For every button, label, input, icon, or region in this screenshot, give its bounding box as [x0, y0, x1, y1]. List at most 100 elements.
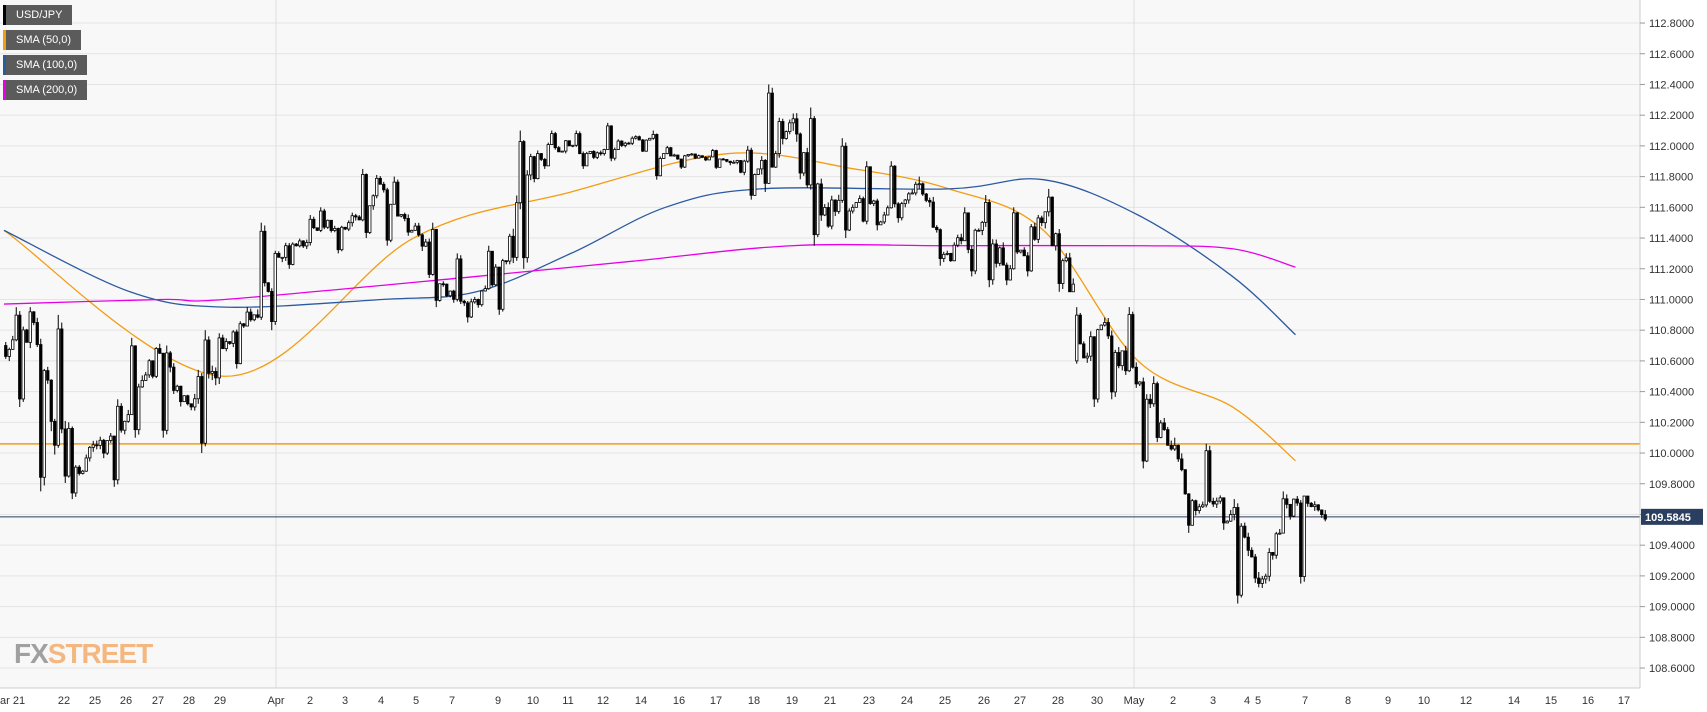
candle	[1141, 377, 1145, 469]
candle-body-up	[980, 221, 984, 231]
candle-body-down	[861, 198, 865, 222]
y-axis: 108.6000 108.8000 109.0000 109.2000 109.4000…	[1640, 18, 1695, 675]
candle-body-down	[1057, 233, 1061, 284]
candle	[7, 347, 11, 362]
candle-body-down	[833, 199, 837, 212]
candle-body-down	[420, 234, 424, 247]
candle	[693, 153, 697, 160]
candle-body-up	[518, 141, 522, 204]
candle-body-up	[952, 244, 956, 262]
x-tick-label: 3	[1210, 695, 1216, 707]
candle-body-up	[732, 161, 736, 164]
candle-body-down	[1180, 458, 1184, 471]
candle-body-up	[742, 160, 746, 173]
y-tick-label: 110.2000	[1649, 417, 1694, 429]
candle-body-up	[711, 150, 715, 158]
x-tick-label: 21	[824, 695, 836, 707]
candle	[1239, 523, 1243, 598]
candle	[112, 435, 116, 487]
candle-body-down	[844, 145, 848, 231]
candle-body-up	[375, 177, 379, 197]
candle-body-down	[95, 444, 99, 447]
candle-body-up	[123, 420, 127, 431]
candle	[4, 342, 8, 359]
candle-body-up	[1260, 578, 1264, 584]
candle	[1211, 497, 1215, 507]
legend-item-sma200[interactable]: SMA (200,0)	[3, 80, 88, 100]
candle-body-up	[1278, 532, 1282, 535]
candle	[991, 239, 995, 285]
candle-body-up	[665, 147, 669, 154]
candle-body-up	[350, 215, 354, 224]
candle-body-up	[1064, 257, 1068, 262]
candle	[606, 122, 610, 150]
candle-body-up	[392, 181, 396, 205]
candle-body-up	[998, 247, 1002, 264]
candle-body-up	[494, 266, 498, 286]
candle	[525, 170, 529, 263]
candle-body-up	[1302, 495, 1306, 577]
candle-body-up	[525, 174, 529, 259]
candle	[1155, 381, 1159, 443]
x-tick-label: 28	[183, 695, 195, 707]
candle-body-down	[466, 302, 470, 318]
candle	[179, 385, 183, 407]
candle-body-down	[1106, 322, 1110, 337]
candle	[1022, 247, 1026, 257]
candle	[473, 296, 477, 304]
candle	[487, 245, 491, 290]
candle	[1267, 548, 1271, 582]
candle-body-down	[1250, 549, 1254, 558]
legend-item-sma50[interactable]: SMA (50,0)	[3, 30, 82, 50]
candle-body-up	[130, 345, 134, 416]
candle-body-down	[1257, 577, 1261, 584]
candle-body-up	[238, 323, 242, 365]
x-tick-label: 12	[597, 695, 609, 707]
candle-body-down	[168, 352, 172, 368]
candle	[781, 118, 785, 145]
candle-body-down	[1288, 503, 1292, 517]
candle-body-down	[287, 245, 291, 265]
candle-body-up	[280, 256, 284, 259]
candle	[105, 440, 109, 456]
candle-body-up	[1120, 350, 1124, 367]
candle-body-up	[1054, 233, 1058, 247]
candle-body-up	[399, 214, 403, 217]
candle	[522, 140, 526, 269]
candle	[371, 194, 375, 210]
candle-body-down	[924, 193, 928, 201]
candle-body-up	[1239, 525, 1243, 596]
candle	[893, 165, 897, 208]
candle-body-up	[623, 142, 627, 146]
candle-body-up	[560, 150, 564, 153]
candle	[658, 156, 662, 177]
candle	[203, 330, 207, 447]
candle-body-up	[1019, 249, 1023, 253]
candle	[1257, 572, 1261, 588]
y-tick-label: 108.8000	[1649, 632, 1695, 644]
candle-body-up	[882, 214, 886, 223]
candle-body-up	[648, 137, 652, 141]
candle	[280, 256, 284, 263]
candle-body-down	[1320, 509, 1324, 516]
candle	[305, 239, 309, 250]
y-tick-label: 108.6000	[1649, 663, 1695, 675]
candle-body-up	[718, 158, 722, 168]
candle-body-up	[686, 154, 690, 157]
candle	[25, 328, 29, 343]
legend-item-usdjpy[interactable]: USD/JPY	[3, 5, 73, 25]
y-tick-label: 112.0000	[1649, 141, 1694, 153]
x-tick-label: 5	[413, 695, 419, 707]
candle-body-up	[784, 131, 788, 139]
candle-body-down	[441, 283, 445, 286]
candle	[564, 140, 568, 154]
candle	[1092, 336, 1096, 407]
candle	[270, 288, 274, 331]
candle-body-down	[158, 348, 162, 354]
legend-item-sma100[interactable]: SMA (100,0)	[3, 55, 88, 75]
x-tick-label: Apr	[267, 695, 284, 707]
candle-body-down	[315, 227, 319, 231]
candle	[595, 151, 599, 160]
candle	[137, 383, 141, 435]
